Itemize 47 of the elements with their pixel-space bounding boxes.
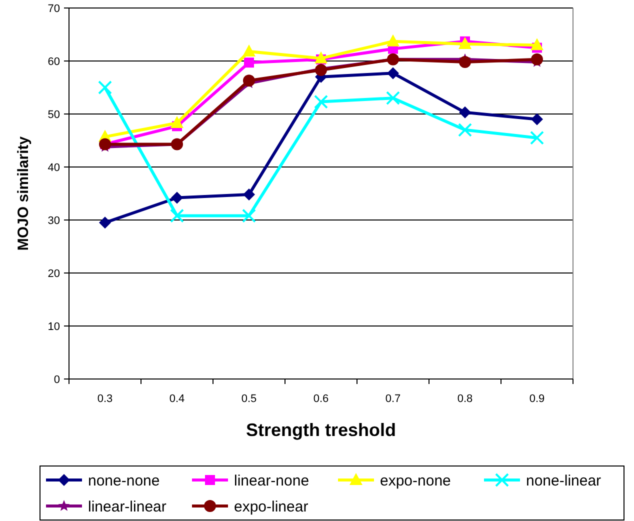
point: [459, 56, 471, 68]
y-tick-label: 50: [48, 108, 60, 121]
point: [530, 130, 544, 145]
x-tick-label: 0.3: [97, 393, 113, 405]
point: [386, 91, 400, 106]
point: [242, 208, 256, 223]
x-tick-label: 0.8: [457, 393, 473, 405]
point: [99, 216, 111, 229]
point: [531, 53, 543, 66]
y-tick-label: 60: [48, 56, 60, 68]
x-tick-label: 0.6: [313, 393, 329, 405]
x-tick-label: 0.7: [385, 393, 401, 405]
y-tick-label: 20: [48, 268, 60, 280]
legend-label: none-linear: [526, 472, 602, 490]
point: [98, 80, 112, 94]
point: [242, 44, 256, 56]
point: [171, 192, 183, 204]
y-axis-title: MOJO similarity: [15, 136, 32, 251]
x-tick-label: 0.9: [529, 393, 545, 405]
point: [243, 188, 255, 201]
x-axis-title: Strength treshold: [246, 420, 396, 440]
legend-label: expo-linear: [234, 498, 308, 516]
point: [170, 208, 184, 223]
legend-label: none-none: [88, 472, 160, 490]
point: [314, 51, 328, 64]
legend-label: linear-none: [234, 472, 310, 490]
point: [530, 38, 544, 50]
point: [459, 106, 471, 118]
point: [458, 122, 472, 137]
y-tick-label: 10: [48, 320, 60, 333]
point: [314, 94, 328, 109]
point: [315, 64, 327, 76]
point: [531, 113, 543, 126]
legend-label: expo-none: [380, 472, 451, 490]
point: [386, 34, 400, 46]
legend-label: linear-linear: [88, 498, 166, 516]
y-tick-label: 70: [48, 2, 60, 15]
x-tick-label: 0.4: [169, 393, 185, 405]
point: [243, 74, 255, 87]
point: [387, 67, 399, 80]
y-tick-label: 0: [54, 374, 60, 386]
point: [458, 37, 472, 50]
point: [170, 116, 184, 128]
y-tick-label: 40: [48, 162, 60, 174]
point: [244, 58, 254, 68]
y-tick-label: 30: [48, 214, 60, 227]
x-tick-label: 0.5: [241, 393, 257, 405]
